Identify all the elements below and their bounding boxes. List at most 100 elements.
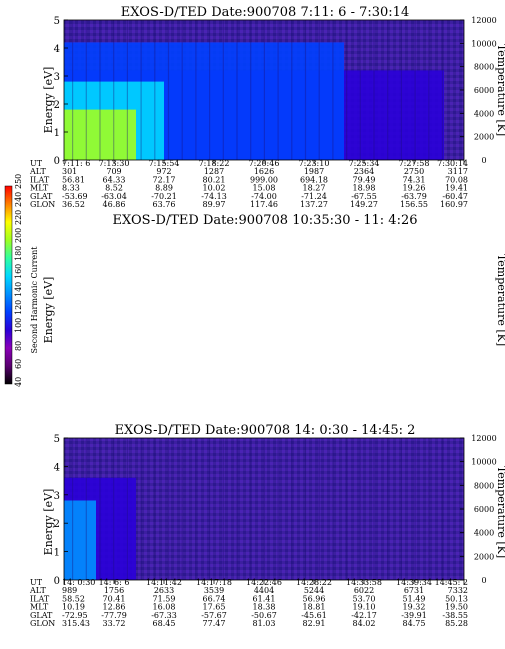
heatmap-streak	[154, 20, 156, 160]
table-cell: -45.61	[301, 611, 327, 620]
colorbar-tick-label: 140	[14, 282, 23, 297]
heatmap-streak	[236, 20, 238, 160]
table-cell: 315.43	[62, 619, 90, 628]
heatmap-streak	[99, 20, 101, 160]
table-cell: 50.13	[445, 594, 468, 603]
heatmap-streak	[387, 20, 389, 160]
table-cell: 7:18:22	[199, 159, 230, 168]
colorbar-tick-label: 160	[14, 264, 23, 279]
y-axis-label: Energy [eV]	[42, 489, 55, 556]
heatmap-streak	[318, 438, 320, 580]
table-cell: 989	[62, 586, 77, 595]
heatmap-streak	[400, 438, 402, 580]
y-right-tick-label: 4000	[474, 109, 494, 118]
table-cell: 3539	[204, 586, 224, 595]
y-tick-label: 0	[54, 576, 60, 587]
heatmap-streak	[291, 438, 293, 580]
table-cell: 12.86	[103, 603, 126, 612]
table-cell: 89.97	[203, 200, 226, 209]
heatmap-streak	[373, 438, 375, 580]
heatmap-streak	[85, 20, 87, 160]
table-cell: 7:11: 6	[62, 159, 90, 168]
heatmap-streak	[99, 438, 101, 580]
y-right-ticks: 0 2000 4000 6000 8000 10000 12000	[460, 16, 497, 165]
table-cell: 1626	[254, 167, 274, 176]
table-cell: -57.67	[201, 611, 227, 620]
table-cell: 46.86	[103, 200, 126, 209]
table-cell: 14:45: 2	[435, 578, 468, 587]
table-cell: 7:27:58	[399, 159, 430, 168]
table-cell: -38.55	[442, 611, 468, 620]
table-cell: 14:17:18	[196, 578, 232, 587]
table-cell: 2633	[154, 586, 174, 595]
table-cell: -67.33	[151, 611, 177, 620]
table-cell: 10.02	[203, 184, 226, 193]
y-right-tick-label: 12000	[471, 434, 496, 443]
panel-2: EXOS-D/TED Date:900708 10:35:30 - 11: 4:…	[29, 213, 505, 628]
table-cell: 84.75	[403, 619, 426, 628]
table-cell: 36.52	[62, 200, 85, 209]
heatmap-streak	[167, 20, 170, 160]
y-right-tick-label: 8000	[474, 481, 494, 490]
table-cell: -74.13	[201, 192, 227, 201]
heatmap-streak	[72, 438, 74, 580]
table-cell: 7:25:34	[349, 159, 380, 168]
heatmap-streak	[400, 20, 402, 160]
heatmap-area	[63, 437, 465, 581]
table-cell: 7:20:46	[249, 159, 280, 168]
y-right-tick-label: 12000	[471, 16, 496, 25]
table-cell: 5244	[304, 586, 324, 595]
heatmap-streak	[209, 20, 211, 160]
table-cell: -74.00	[251, 192, 277, 201]
table-cell: 14: 0:30	[62, 578, 95, 587]
table-cell: 18.81	[303, 603, 326, 612]
colorbar-tick-label: 120	[14, 300, 23, 315]
table-cell: 66.74	[203, 594, 226, 603]
table-cell: 19.32	[403, 603, 426, 612]
table-cell: 33.72	[103, 619, 126, 628]
table-cell: 2750	[404, 167, 424, 176]
heatmap-streak	[277, 438, 279, 580]
colorbar-tick-label: 250	[14, 174, 23, 189]
y-right-tick-label: 0	[481, 576, 486, 585]
table-cell: 972	[156, 167, 171, 176]
heatmap-streak	[387, 438, 389, 580]
heatmap-streak	[113, 438, 115, 580]
table-cell: 7:23:10	[299, 159, 330, 168]
heatmap-streak	[154, 438, 156, 580]
table-cell: 2364	[354, 167, 374, 176]
table-cell: 8.52	[105, 184, 123, 193]
table-cell: 70.08	[445, 175, 468, 184]
heatmap-streak	[304, 20, 307, 160]
heatmap-streak	[181, 20, 183, 160]
table-cell: 694.18	[300, 175, 328, 184]
table-cell: 7:15:54	[149, 159, 180, 168]
intensity-region	[64, 109, 136, 160]
table-cell: 1987	[304, 167, 324, 176]
colorbar-tick-label: 60	[14, 359, 23, 369]
table-cell: 17.65	[203, 603, 226, 612]
heatmap-streak	[236, 438, 238, 580]
y-tick-label: 3	[54, 72, 60, 83]
table-row-label: ILAT	[30, 175, 50, 184]
y-tick-label: 3	[54, 491, 60, 502]
table-row-label: UT	[30, 159, 43, 168]
y-right-tick-label: 6000	[474, 86, 494, 95]
table-cell: 15.08	[253, 184, 276, 193]
table-cell: 709	[106, 167, 121, 176]
y-right-tick-label: 4000	[474, 529, 494, 538]
table-cell: -77.79	[101, 611, 127, 620]
table-cell: 19.26	[403, 184, 426, 193]
y-right-tick-label: 8000	[474, 63, 494, 72]
heatmap-streak	[441, 438, 444, 580]
colorbar-tick-label: 240	[14, 192, 23, 207]
panel-title: EXOS-D/TED Date:900708 10:35:30 - 11: 4:…	[113, 213, 418, 228]
table-cell: 18.98	[353, 184, 376, 193]
table-cell: -72.95	[62, 611, 88, 620]
table-cell: 63.76	[153, 200, 176, 209]
heatmap-streak	[441, 20, 444, 160]
heatmap-streak	[291, 20, 293, 160]
y-tick-label: 1	[54, 548, 60, 559]
table-row-label: GLON	[30, 200, 55, 209]
